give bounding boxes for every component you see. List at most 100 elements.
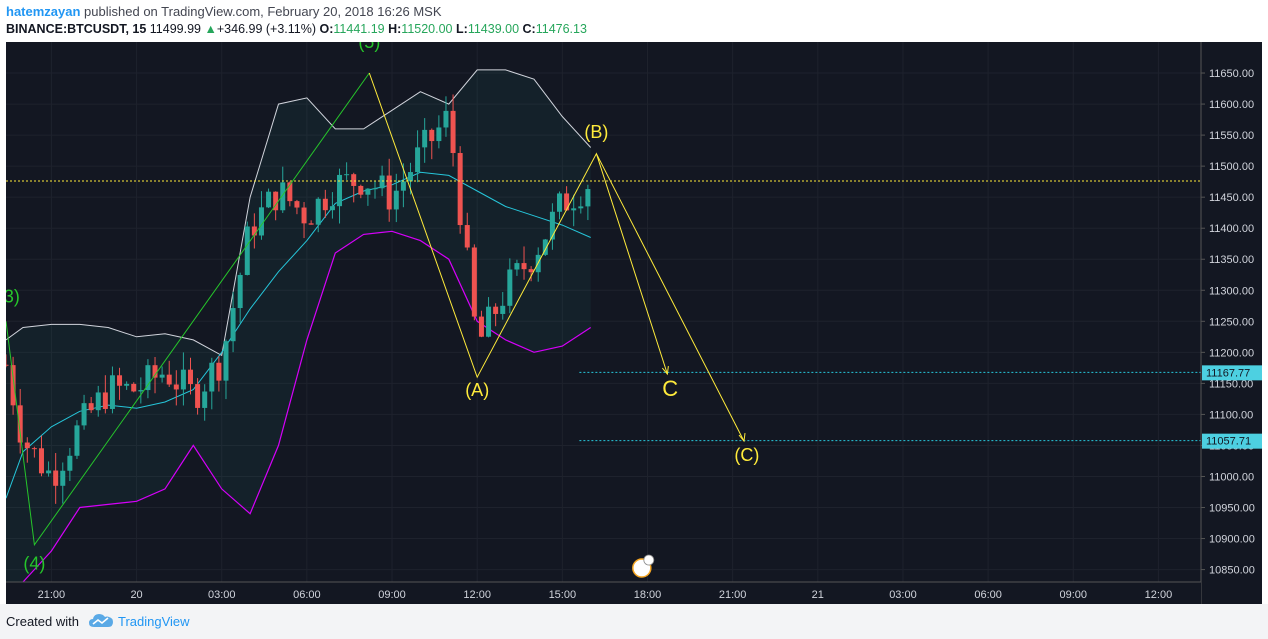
- correction-wave-label: (A): [465, 380, 489, 400]
- price-tick-label: 11350.00: [1209, 254, 1254, 266]
- candle-body: [564, 193, 570, 211]
- price-chart[interactable]: (3) (4) (5) (A) (B) C (C) 10850.00 10900.00 1095…: [6, 42, 1262, 604]
- candle-body: [486, 306, 492, 337]
- candle-body: [124, 383, 130, 386]
- candle-body: [209, 362, 215, 392]
- price-tick-label: 10850.00: [1209, 565, 1255, 577]
- candle-body: [166, 374, 172, 385]
- candle-body: [88, 403, 94, 411]
- candle-body: [152, 365, 158, 378]
- candle-body: [195, 384, 201, 408]
- high-value: 11520.00: [401, 22, 453, 36]
- candle-body: [131, 383, 137, 392]
- created-with-text: Created with: [6, 614, 79, 629]
- candle-body: [188, 369, 194, 385]
- candle-body: [422, 129, 428, 148]
- time-tick-label: 18:00: [634, 589, 662, 601]
- candle-body: [24, 442, 30, 449]
- candle-body: [216, 362, 222, 381]
- candle-body: [202, 391, 208, 408]
- price-tick-label: 11250.00: [1209, 316, 1254, 328]
- candle-body: [287, 182, 293, 202]
- candle-body: [557, 193, 563, 212]
- price-tick-label: 11550.00: [1209, 130, 1254, 142]
- time-tick-label: 03:00: [889, 589, 917, 601]
- time-axis: [6, 582, 1201, 604]
- impulse-wave-line: [6, 72, 370, 547]
- candle-body: [17, 405, 23, 443]
- candle-body: [400, 181, 406, 191]
- candle-body: [102, 392, 108, 409]
- candle-body: [429, 129, 435, 142]
- price-tick-label: 11400.00: [1209, 223, 1254, 235]
- impulse-wave-label: (4): [23, 554, 45, 574]
- price-tick-label: 11000.00: [1209, 471, 1254, 483]
- candle-body: [379, 175, 385, 189]
- candle-body: [521, 263, 527, 270]
- price-tick-label: 11300.00: [1209, 285, 1254, 297]
- tradingview-link[interactable]: TradingView: [118, 614, 190, 629]
- candle-body: [46, 470, 52, 474]
- time-tick-label: 15:00: [549, 589, 577, 601]
- candle-body: [38, 448, 44, 474]
- candle-body: [549, 211, 555, 240]
- candle-body: [443, 110, 449, 128]
- chart-header: hatemzayan published on TradingView.com,…: [0, 0, 1268, 42]
- close-value: 11476.13: [535, 22, 587, 36]
- candle-body: [407, 172, 413, 182]
- candle-body: [337, 174, 343, 207]
- candle-body: [329, 206, 335, 211]
- candle-body: [10, 365, 16, 406]
- candle-body: [578, 206, 584, 209]
- price-axis: [1201, 42, 1262, 604]
- high-label: H:: [388, 22, 402, 36]
- published-text: published on TradingView.com, February 2…: [84, 4, 442, 19]
- low-label: L:: [456, 22, 468, 36]
- candle-body: [493, 306, 499, 314]
- symbol-label: BINANCE:BTCUSDT, 15: [6, 22, 147, 36]
- candle-body: [258, 207, 264, 236]
- up-arrow-icon: ▲: [204, 22, 217, 36]
- candle-body: [471, 247, 477, 317]
- candle-body: [386, 175, 392, 210]
- time-tick-label: 20: [130, 589, 142, 601]
- open-label: O:: [319, 22, 334, 36]
- candle-body: [180, 369, 186, 390]
- candle-body: [365, 188, 371, 195]
- price-tick-label: 11500.00: [1209, 161, 1254, 173]
- author-link[interactable]: hatemzayan: [6, 4, 81, 19]
- time-tick-label: 21:00: [719, 589, 747, 601]
- candle-body: [415, 147, 421, 173]
- candle-body: [117, 375, 123, 386]
- price-tick-label: 10900.00: [1209, 534, 1255, 546]
- price-level-badge: [1202, 365, 1262, 381]
- candle-body: [358, 185, 364, 195]
- time-tick-label: 06:00: [974, 589, 1002, 601]
- candle-body: [145, 365, 151, 391]
- candle-body: [478, 316, 484, 337]
- candle-body: [514, 263, 520, 270]
- close-label: C:: [522, 22, 536, 36]
- band-lower-line: [6, 230, 592, 589]
- event-count-icon: [643, 554, 655, 566]
- candle-body: [507, 269, 513, 306]
- candle-body: [230, 308, 236, 342]
- candle-body: [31, 448, 37, 450]
- candle-body: [109, 375, 115, 409]
- candle-body: [450, 110, 456, 154]
- price-tick-label: 11150.00: [1209, 378, 1253, 390]
- candle-body: [344, 174, 350, 176]
- candle-body: [436, 127, 442, 142]
- candle-body: [159, 374, 165, 378]
- tradingview-cloud-icon[interactable]: [88, 612, 114, 630]
- band-middle-line: [6, 171, 591, 499]
- correction-wave-label: (B): [584, 122, 608, 142]
- price-level-badge-label: 11167.77: [1206, 367, 1250, 379]
- candle-body: [266, 191, 272, 208]
- price-tick-label: 11600.00: [1209, 99, 1254, 111]
- candle-body: [464, 225, 470, 248]
- low-value: 11439.00: [467, 22, 520, 36]
- correction-wave-label: (C): [734, 445, 759, 465]
- candle-body: [585, 189, 591, 207]
- candle-body: [173, 384, 179, 390]
